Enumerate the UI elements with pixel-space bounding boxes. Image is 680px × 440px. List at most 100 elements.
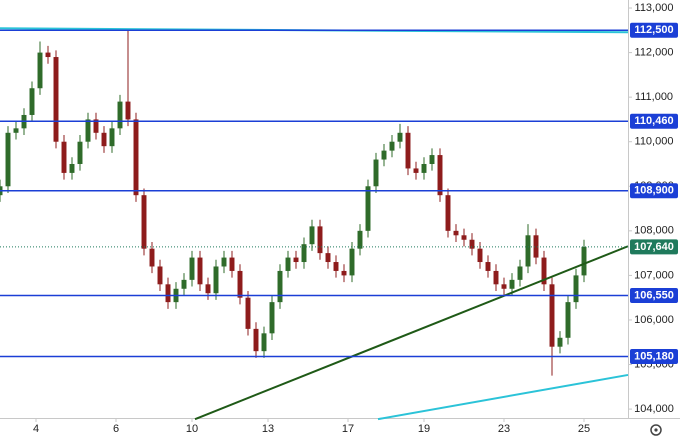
candle-body [309,226,315,245]
y-tick-label: 108,000 [634,225,674,237]
candle-body [293,257,299,263]
candle-body [557,337,563,347]
candle-body [541,257,547,285]
candle-body [237,270,243,298]
candle-body [333,262,339,271]
candle-body [325,253,331,263]
candle-body [5,132,11,187]
candle-body [413,168,419,173]
last-price-label: 107,640 [634,241,674,253]
level-label-box [630,22,678,38]
candle-body [213,266,219,294]
candle-body [125,101,131,120]
candle-body [37,52,43,89]
trend-line [194,245,629,421]
candle-body [261,333,267,352]
candle-body [53,57,59,142]
candle-body [429,155,435,164]
candle-body [133,119,139,196]
candle-body [461,235,467,240]
level-label-box [630,113,678,129]
candle-body [525,235,531,267]
y-tick-label: 112,000 [635,46,674,58]
candle-body [357,230,363,249]
candle-body [69,163,75,173]
x-tick-label: 17 [342,423,354,435]
candle-body [397,132,403,142]
candle-body [141,195,147,249]
candle-body [101,132,107,147]
x-tick-label: 23 [498,423,510,435]
candle-body [85,119,91,142]
candle-body [485,262,491,271]
level-label: 108,900 [634,185,674,197]
candle-body [77,141,83,164]
level-label: 112,500 [634,24,673,36]
candle-body [517,266,523,280]
level-label: 105,180 [634,350,674,362]
level-label-box [630,183,678,199]
candle-body [165,284,171,303]
candle-body [341,270,347,276]
candle-body [13,128,19,133]
trend-line [377,373,629,421]
candle-body [197,257,203,285]
level-label-box [630,349,678,365]
candle-body [501,284,507,289]
x-tick-label: 6 [113,423,119,435]
candle-body [509,279,515,289]
settings-icon[interactable] [650,424,662,436]
last-price-box [630,239,678,255]
candle-body [421,163,427,173]
candle-body [301,244,307,263]
candle-body [93,119,99,133]
settings-gear[interactable] [650,424,662,436]
candle-body [253,328,259,352]
candle-body [581,246,587,276]
candle-body [221,257,227,267]
candle-body [245,297,251,329]
candle-body [61,141,67,173]
candle-body [573,275,579,303]
candle-body [389,141,395,151]
y-tick-label: 111,000 [635,91,673,103]
candle-body [157,266,163,285]
candle-body [373,159,379,187]
candle-body [181,279,187,289]
candle-body [205,284,211,294]
y-tick-label: 106,000 [634,314,674,326]
x-tick-label: 25 [578,423,590,435]
candle-body [117,101,123,129]
candle-body [189,257,195,280]
candle-body [493,270,499,285]
candle-body [405,132,411,169]
y-tick-label: 113,000 [635,2,674,14]
candle-body [45,52,51,58]
x-tick-label: 19 [418,423,430,435]
settings-center[interactable] [654,428,658,432]
y-tick-label: 107,000 [634,269,674,281]
candle-body [229,257,235,271]
candle-body [381,150,387,160]
level-label: 106,550 [634,289,674,301]
candle-body [453,230,459,236]
level-label-box [630,287,678,303]
candle-body [277,270,283,303]
y-tick-label: 110,000 [635,136,674,148]
candle-body [437,155,443,196]
candle-body [445,195,451,231]
x-tick-label: 4 [33,423,39,435]
candle-body [285,257,291,271]
level-label: 110,460 [634,115,673,127]
candle-body [349,248,355,276]
y-tick-label: 104,000 [634,403,674,415]
candle-body [565,302,571,338]
candle-body [149,248,155,267]
candle-body [549,284,555,347]
candle-body [533,235,539,258]
candle-body [29,88,35,115]
candle-body [477,248,483,263]
candle-body [469,239,475,249]
